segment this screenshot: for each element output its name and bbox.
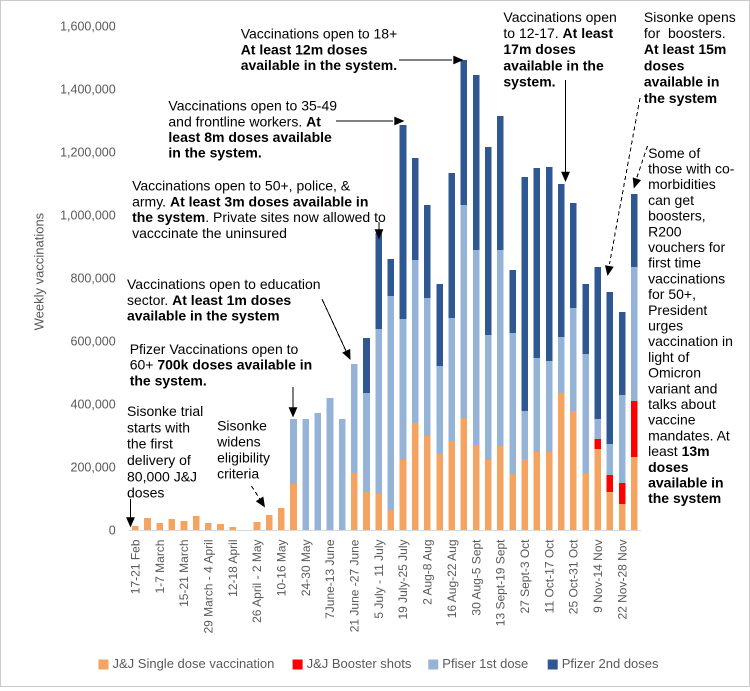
svg-text:Sisonke: Sisonke	[217, 418, 267, 434]
svg-text:doses: doses	[648, 459, 689, 475]
svg-text:7June-13 June: 7June-13 June	[323, 539, 337, 619]
svg-text:Sisonke trial: Sisonke trial	[127, 403, 203, 419]
svg-text:J&J Booster shots: J&J Booster shots	[307, 656, 412, 671]
svg-text:widens: widens	[216, 434, 261, 450]
svg-text:can get: can get	[648, 192, 694, 208]
svg-text:16 Aug-22 Aug: 16 Aug-22 Aug	[445, 540, 459, 619]
svg-text:800,000: 800,000	[71, 272, 116, 286]
svg-text:0: 0	[109, 524, 116, 538]
svg-text:boosters,: boosters,	[648, 208, 706, 224]
svg-text:available in the system: available in the system	[127, 308, 280, 324]
svg-text:13 Sept-19 Sept: 13 Sept-19 Sept	[494, 539, 508, 626]
svg-text:1-7 March: 1-7 March	[153, 540, 167, 594]
svg-text:vaccination in: vaccination in	[648, 333, 733, 349]
svg-text:the system. Private sites now: the system. Private sites now allowed to	[132, 209, 386, 225]
svg-text:the system: the system	[644, 90, 717, 106]
svg-text:25 Oct-31 Oct: 25 Oct-31 Oct	[567, 539, 581, 614]
svg-text:doses: doses	[127, 485, 164, 501]
svg-text:criteria: criteria	[217, 465, 259, 481]
svg-text:the system: the system	[648, 490, 721, 506]
svg-text:eligibility: eligibility	[217, 450, 270, 466]
svg-text:400,000: 400,000	[71, 398, 116, 412]
svg-text:sector. At least 1m doses: sector. At least 1m doses	[127, 292, 291, 308]
svg-text:delivery of: delivery of	[127, 452, 191, 468]
svg-text:600,000: 600,000	[71, 335, 116, 349]
svg-text:army. At least 3m doses availa: army. At least 3m doses available in	[132, 193, 368, 209]
svg-text:available in the system.: available in the system.	[241, 57, 397, 73]
svg-text:17m doses: 17m doses	[503, 41, 576, 57]
svg-text:24-30 May: 24-30 May	[299, 540, 313, 597]
svg-text:R200: R200	[648, 223, 682, 239]
svg-text:Vaccinations open to 35-49: Vaccinations open to 35-49	[168, 98, 337, 114]
svg-text:vaccine: vaccine	[648, 412, 696, 428]
svg-text:21 June -27 June: 21 June -27 June	[348, 539, 362, 632]
svg-text:Vaccinations open: Vaccinations open	[503, 9, 616, 25]
svg-text:60+ 700k doses available in: 60+ 700k doses available in	[130, 357, 313, 373]
svg-text:Sisonke opens: Sisonke opens	[644, 9, 736, 25]
svg-text:Some of: Some of	[648, 145, 700, 161]
svg-text:available in: available in	[644, 74, 719, 90]
svg-text:1,600,000: 1,600,000	[60, 20, 116, 34]
svg-text:morbidities: morbidities	[648, 176, 716, 192]
svg-text:for boosters.: for boosters.	[644, 25, 726, 41]
svg-text:least 13m: least 13m	[648, 443, 710, 459]
svg-text:system.: system.	[503, 74, 555, 90]
svg-text:Pfizer 2nd doses: Pfizer 2nd doses	[562, 656, 659, 671]
svg-text:in the system.: in the system.	[168, 145, 261, 161]
svg-text:1,200,000: 1,200,000	[60, 146, 116, 160]
svg-text:talks about: talks about	[648, 396, 716, 412]
svg-text:available in: available in	[648, 475, 723, 491]
svg-text:mandates. At: mandates. At	[648, 427, 730, 443]
svg-text:17-21 Feb: 17-21 Feb	[129, 539, 143, 594]
svg-text:to 12-17. At least: to 12-17. At least	[503, 25, 613, 41]
svg-text:J&J Single dose vaccination: J&J Single dose vaccination	[113, 656, 275, 671]
svg-text:and frontline workers. At: and frontline workers. At	[168, 113, 321, 129]
svg-text:22 Nov-28 Nov: 22 Nov-28 Nov	[615, 540, 629, 620]
svg-text:for 50+,: for 50+,	[648, 286, 696, 302]
svg-text:30 Aug-5 Sept: 30 Aug-5 Sept	[469, 539, 483, 616]
svg-text:starts with: starts with	[127, 419, 190, 435]
svg-text:10-16 May: 10-16 May	[275, 540, 289, 597]
svg-text:the system.: the system.	[130, 372, 207, 388]
svg-text:15-21 March: 15-21 March	[177, 540, 191, 607]
svg-text:Pfizer Vaccinations open to: Pfizer Vaccinations open to	[130, 341, 299, 357]
svg-text:12-18 April: 12-18 April	[226, 540, 240, 597]
svg-text:1,000,000: 1,000,000	[60, 209, 116, 223]
svg-text:those with co-: those with co-	[648, 161, 735, 177]
svg-text:1,400,000: 1,400,000	[60, 83, 116, 97]
svg-text:2 Aug-8 Aug: 2 Aug-8 Aug	[421, 540, 435, 605]
svg-text:29 March - 4 April: 29 March - 4 April	[202, 540, 216, 634]
svg-text:least 8m doses available: least 8m doses available	[168, 129, 332, 145]
svg-text:Vaccinations open to 18+: Vaccinations open to 18+	[241, 26, 398, 42]
svg-text:first time: first time	[648, 255, 701, 271]
svg-text:19 July-25 July: 19 July-25 July	[396, 540, 410, 620]
svg-text:Omicron: Omicron	[648, 365, 701, 381]
svg-text:President: President	[648, 302, 707, 318]
svg-text:doses: doses	[644, 57, 685, 73]
svg-text:vacccinate the uninsured: vacccinate the uninsured	[132, 225, 287, 241]
svg-text:11 Oct-17 Oct: 11 Oct-17 Oct	[542, 539, 556, 613]
svg-text:vouchers for: vouchers for	[648, 239, 725, 255]
svg-text:Pfiser 1st dose: Pfiser 1st dose	[442, 656, 528, 671]
svg-text:At least 12m doses: At least 12m doses	[241, 41, 368, 57]
svg-text:vaccinations: vaccinations	[648, 270, 725, 286]
svg-text:26 April - 2 May: 26 April - 2 May	[250, 540, 264, 623]
svg-text:27 Sept-3 Oct: 27 Sept-3 Oct	[518, 539, 532, 614]
svg-text:80,000 J&J: 80,000 J&J	[127, 468, 197, 484]
svg-text:200,000: 200,000	[71, 461, 116, 475]
svg-text:urges: urges	[648, 318, 683, 334]
svg-text:Weekly vaccinations: Weekly vaccinations	[32, 212, 47, 330]
svg-text:Vaccinations open to 50+, poli: Vaccinations open to 50+, police, &	[132, 178, 351, 194]
svg-text:5 July - 11 July: 5 July - 11 July	[372, 540, 386, 619]
svg-text:At least 15m: At least 15m	[644, 41, 726, 57]
svg-text:Vaccinations open to education: Vaccinations open to education	[127, 276, 321, 292]
svg-text:available in the: available in the	[503, 57, 604, 73]
svg-text:9 Nov-14 Nov: 9 Nov-14 Nov	[591, 540, 605, 613]
svg-text:variant and: variant and	[648, 380, 717, 396]
svg-text:the first: the first	[127, 436, 173, 452]
svg-text:light of: light of	[648, 349, 689, 365]
